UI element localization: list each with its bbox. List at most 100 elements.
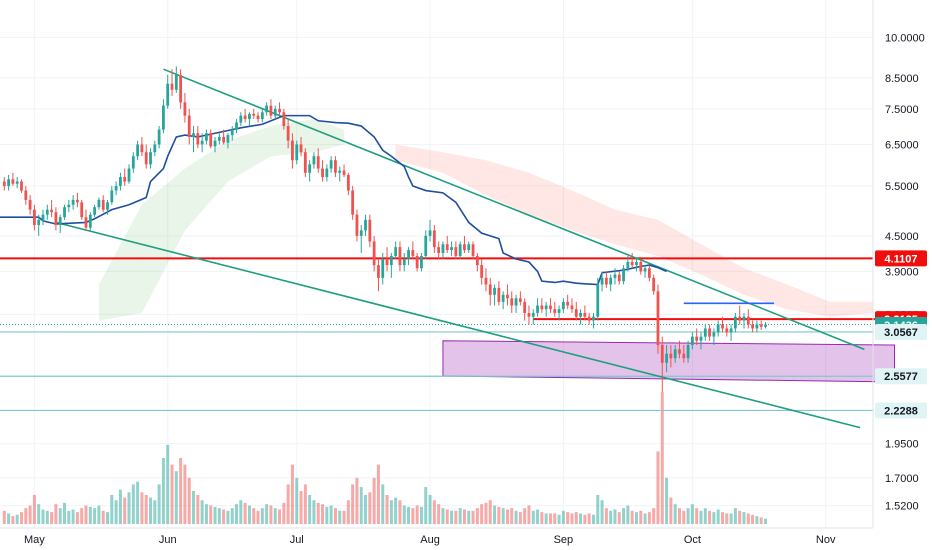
candle-body — [200, 140, 204, 145]
volume-bar — [213, 506, 217, 524]
candle-body — [428, 230, 432, 236]
candle-body — [88, 214, 92, 228]
volume-bar — [583, 514, 587, 524]
volume-bar — [290, 464, 294, 524]
volume-bar — [475, 508, 479, 524]
volume-bar — [101, 510, 105, 524]
candle-body — [527, 312, 531, 317]
candle-body — [342, 170, 346, 175]
volume-bar — [536, 509, 540, 524]
x-tick-label: Jul — [290, 534, 304, 546]
cloud-bearish — [395, 144, 873, 317]
volume-bar — [566, 512, 570, 524]
candle-body — [183, 102, 187, 116]
candle-body — [286, 126, 290, 141]
candle-body — [557, 309, 561, 313]
volume-bar — [755, 516, 759, 524]
candle-body — [222, 136, 226, 143]
candle-body — [110, 190, 114, 203]
volume-bar — [751, 514, 755, 524]
candle-body — [742, 316, 746, 321]
volume-bar — [204, 504, 208, 524]
candle-body — [441, 244, 445, 253]
candle-body — [162, 105, 165, 130]
time-axis[interactable]: May Jun Jul Aug Sep Oct Nov — [24, 534, 836, 546]
volume-bar — [187, 477, 191, 524]
y-tick-label: 4.5000 — [885, 231, 919, 243]
price-badge-label: 2.2288 — [884, 405, 918, 417]
volume-bar — [424, 487, 428, 524]
candle-body — [84, 217, 88, 228]
candle-body — [484, 277, 488, 285]
candle-body — [445, 244, 449, 251]
candle-body — [295, 144, 299, 161]
volume-bar — [368, 492, 372, 524]
candle-body — [604, 277, 608, 285]
volume-bar — [196, 494, 200, 524]
volume-bar — [338, 510, 342, 524]
volume-bar — [239, 500, 243, 524]
candle-body — [101, 199, 105, 210]
volume-bar — [656, 451, 660, 524]
volume-bar — [561, 510, 565, 524]
candle-body — [609, 277, 613, 285]
volume-bar — [161, 458, 165, 524]
candle-body — [716, 324, 720, 333]
volume-bar — [84, 505, 88, 524]
volume-bar — [153, 500, 157, 524]
candle-body — [15, 181, 19, 184]
volume-bar — [703, 508, 707, 524]
candle-body — [316, 156, 320, 169]
volume-bar — [695, 508, 699, 524]
volume-bar — [733, 508, 737, 524]
volume-bar — [462, 509, 466, 524]
candles — [2, 66, 767, 393]
volume-bar — [639, 510, 643, 524]
candle-body — [690, 336, 694, 346]
candle-body — [71, 199, 75, 205]
volume-bar — [626, 505, 630, 524]
candle-body — [764, 324, 767, 327]
volume-bar — [192, 491, 196, 524]
candle-body — [523, 301, 527, 313]
volume-bar — [325, 506, 329, 524]
candle-body — [643, 268, 647, 272]
candle-body — [248, 113, 251, 120]
volume-bar — [11, 516, 15, 524]
volume-bar — [37, 504, 41, 524]
candle-body — [570, 305, 574, 310]
candle-body — [179, 74, 183, 103]
candle-body — [28, 199, 32, 210]
candle-body — [630, 262, 634, 266]
candle-body — [656, 291, 660, 346]
price-badge — [875, 323, 927, 340]
candle-body — [213, 140, 217, 147]
volume-bar — [570, 513, 574, 524]
candle-body — [626, 262, 630, 269]
candle-body — [260, 112, 264, 120]
volume-bar — [531, 510, 535, 524]
volume-bar — [669, 497, 673, 524]
volume-bar — [63, 502, 67, 524]
volume-bar — [342, 510, 346, 524]
price-badge-label: 2.5577 — [884, 371, 918, 383]
candle-body — [149, 152, 152, 165]
candle-body — [385, 258, 389, 266]
candle-body — [265, 105, 269, 113]
volume-bar — [41, 509, 45, 524]
volume-bar — [123, 497, 127, 524]
candle-body — [24, 190, 28, 200]
volume-bar — [19, 512, 24, 524]
candle-body — [759, 324, 763, 327]
volume-bar — [217, 508, 221, 524]
volume-bar — [54, 504, 58, 524]
candle-body — [123, 177, 127, 182]
volume-bar — [630, 510, 634, 524]
volume-bar — [127, 492, 131, 524]
volume-bar — [505, 509, 509, 524]
volume-bar — [690, 504, 694, 524]
drawn-lines[interactable] — [55, 68, 878, 429]
candle-body — [291, 140, 294, 161]
volume-bar — [67, 510, 71, 524]
